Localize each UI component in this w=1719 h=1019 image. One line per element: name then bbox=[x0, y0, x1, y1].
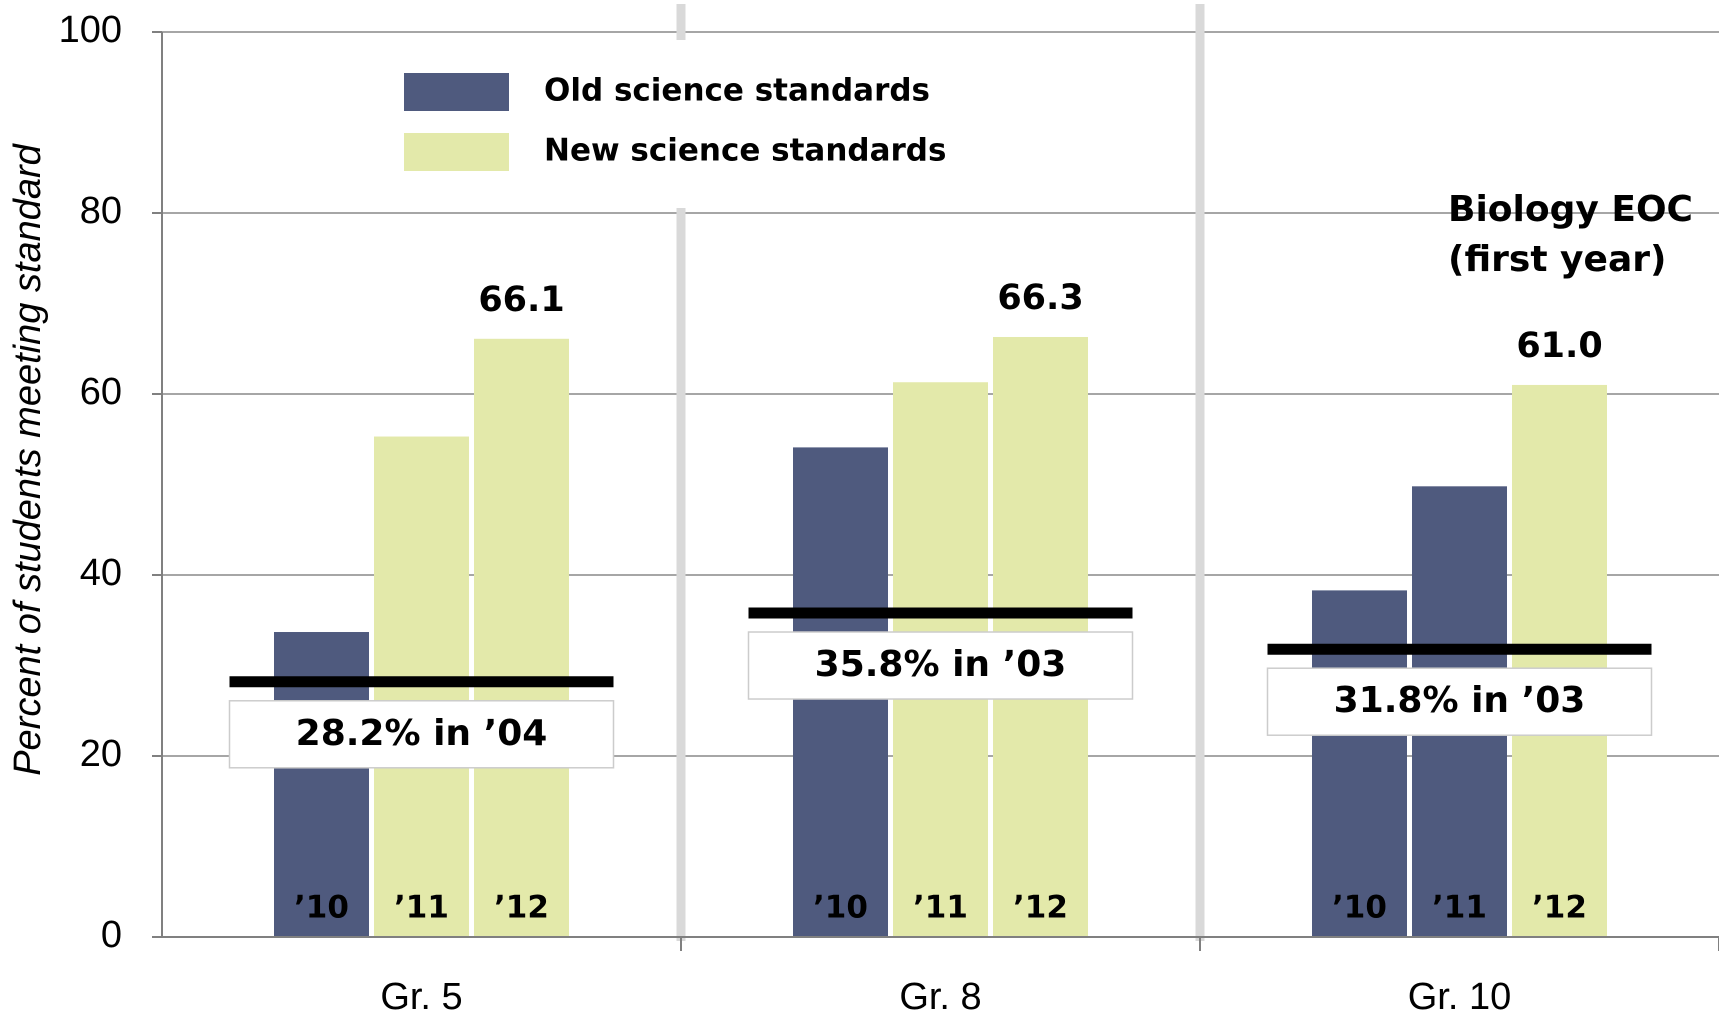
legend-swatch bbox=[404, 133, 509, 171]
reference-label-box bbox=[1266, 667, 1653, 736]
legend-background bbox=[350, 40, 950, 208]
bar bbox=[474, 338, 569, 937]
bar-year-label: ’11 bbox=[1432, 890, 1487, 926]
data-label: 61.0 bbox=[1516, 326, 1602, 366]
y-tick-label: 60 bbox=[80, 371, 122, 413]
reference-label: 31.8% in ’03 bbox=[1334, 680, 1586, 721]
bar-year-label: ’10 bbox=[813, 890, 868, 926]
y-tick-label: 0 bbox=[101, 914, 122, 956]
reference-label: 28.2% in ’04 bbox=[296, 713, 548, 754]
bar-year-label: ’11 bbox=[913, 890, 968, 926]
legend-label: New science standards bbox=[544, 133, 946, 169]
data-label: 66.1 bbox=[478, 280, 564, 320]
reference-label-box bbox=[747, 631, 1134, 700]
annotation: Biology EOC bbox=[1448, 189, 1693, 230]
bar-year-label: ’12 bbox=[1013, 890, 1068, 926]
x-tick-label: Gr. 5 bbox=[380, 976, 462, 1018]
bar bbox=[1512, 384, 1607, 937]
annotation: (first year) bbox=[1448, 239, 1666, 280]
y-axis-label: Percent of students meeting standard bbox=[7, 142, 49, 775]
legend-label: Old science standards bbox=[544, 73, 930, 109]
y-tick-label: 80 bbox=[80, 190, 122, 232]
bar bbox=[1312, 590, 1407, 937]
bar-year-label: ’10 bbox=[294, 890, 349, 926]
x-tick-label: Gr. 10 bbox=[1408, 976, 1512, 1018]
y-tick-label: 20 bbox=[80, 733, 122, 775]
legend-swatch bbox=[404, 73, 509, 111]
y-tick-label: 40 bbox=[80, 552, 122, 594]
y-tick-label: 100 bbox=[59, 9, 122, 51]
bar-year-label: ’12 bbox=[494, 890, 549, 926]
bar-year-label: ’11 bbox=[394, 890, 449, 926]
data-label: 66.3 bbox=[997, 278, 1083, 318]
reference-label-box bbox=[228, 700, 615, 769]
bar-year-label: ’10 bbox=[1332, 890, 1387, 926]
x-tick-label: Gr. 8 bbox=[899, 976, 981, 1018]
reference-label: 35.8% in ’03 bbox=[815, 644, 1067, 685]
bar-year-label: ’12 bbox=[1532, 890, 1587, 926]
